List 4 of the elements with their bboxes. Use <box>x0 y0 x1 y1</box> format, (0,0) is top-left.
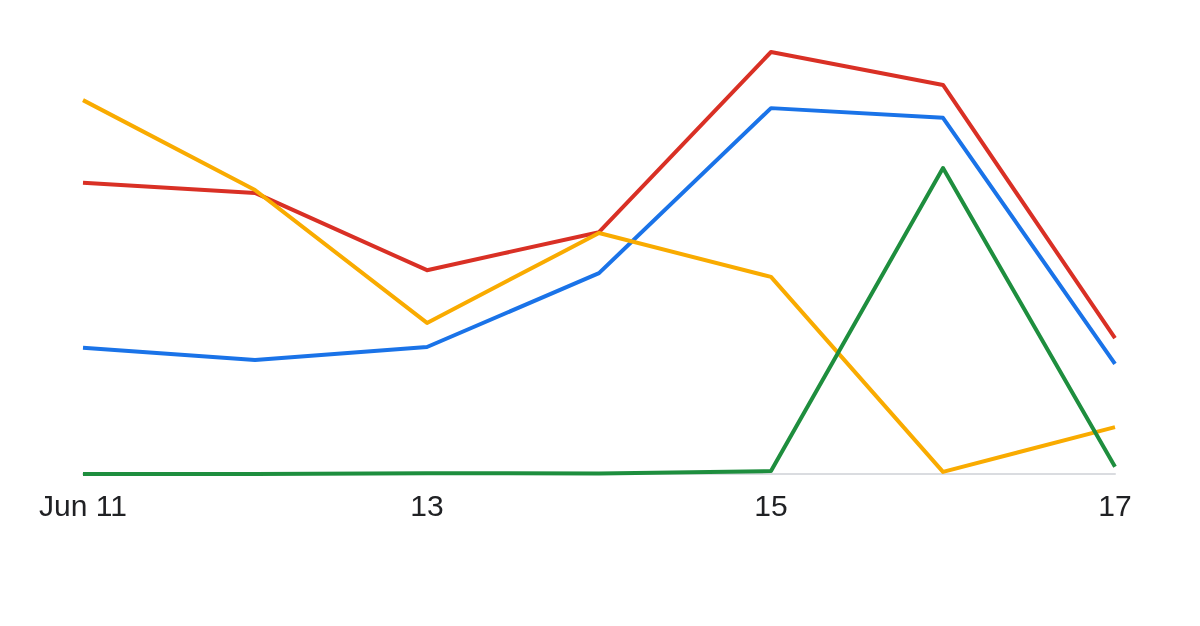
x-tick-label: 15 <box>754 488 788 522</box>
x-tick-label: 17 <box>1098 488 1132 522</box>
x-tick-label: Jun 11 <box>39 488 127 522</box>
x-tick-label: 13 <box>410 488 444 522</box>
